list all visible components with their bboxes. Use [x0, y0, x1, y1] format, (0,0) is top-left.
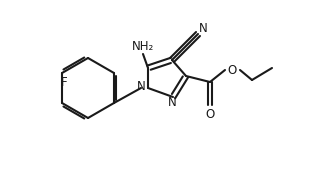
- Text: N: N: [168, 96, 176, 108]
- Text: N: N: [199, 21, 207, 35]
- Text: O: O: [205, 107, 214, 121]
- Text: N: N: [137, 81, 146, 94]
- Text: O: O: [227, 64, 237, 76]
- Text: F: F: [61, 75, 67, 89]
- Text: NH₂: NH₂: [132, 39, 154, 53]
